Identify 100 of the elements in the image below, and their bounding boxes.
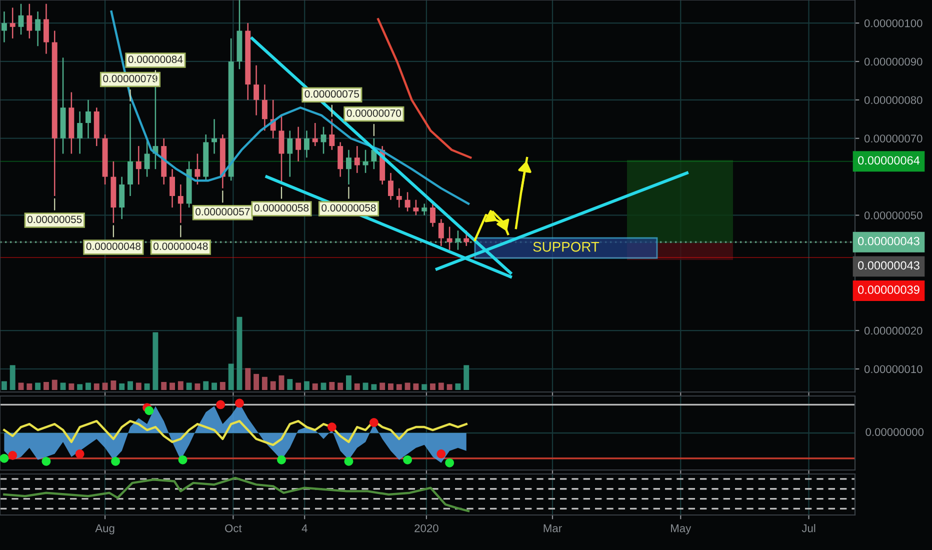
bar: [446, 384, 452, 390]
y-tick-label: 0.00000010: [864, 365, 922, 374]
x-tick-label: Jul: [802, 524, 816, 532]
bar: [236, 316, 242, 390]
bar: [362, 382, 368, 390]
point: [403, 455, 412, 464]
candlestick: [212, 118, 218, 154]
candlestick: [329, 118, 335, 151]
bar: [136, 382, 142, 390]
candlestick: [26, 3, 32, 40]
bar: [43, 382, 49, 390]
candlestick: [119, 176, 125, 220]
bar: [296, 382, 302, 390]
bar: [110, 380, 116, 390]
bar: [338, 382, 344, 390]
bar: [52, 380, 58, 390]
bar: [228, 364, 234, 390]
annotation: 0.00000058: [254, 204, 309, 212]
candlestick: [304, 130, 310, 158]
y-tick-label: 0.00000100: [864, 19, 922, 28]
annotation: 0.00000084: [128, 56, 183, 64]
bar: [422, 384, 428, 390]
candlestick: [35, 10, 41, 47]
bar: [194, 383, 200, 390]
point: [0, 454, 9, 463]
point: [144, 406, 154, 416]
bar: [152, 332, 158, 390]
ref-line-label: 0.00000064: [858, 156, 920, 165]
bar: [278, 375, 284, 390]
text: 0.00000000: [866, 428, 924, 436]
candlestick: [396, 188, 402, 208]
bar: [86, 382, 91, 390]
candlestick: [296, 126, 302, 162]
bar: [60, 382, 66, 390]
bar: [119, 383, 125, 390]
bar: [270, 381, 276, 390]
x-tick-label: Aug: [95, 524, 114, 534]
bar: [371, 384, 377, 390]
bar: [329, 382, 335, 390]
candlestick: [413, 199, 419, 216]
y-tick-label: 0.00000020: [864, 326, 922, 335]
point: [369, 418, 378, 428]
ref-line-label: 0.00000043: [858, 236, 920, 246]
bar: [170, 382, 175, 390]
annotation: 0.00000075: [304, 90, 359, 98]
point: [216, 400, 226, 410]
bar: [464, 365, 470, 390]
candlestick: [422, 203, 428, 216]
candlestick: [1, 10, 7, 43]
candlestick: [287, 130, 293, 178]
candlestick: [338, 142, 344, 178]
x-tick-label: 4: [302, 524, 308, 532]
point: [42, 456, 51, 466]
bar: [304, 381, 310, 390]
candlestick: [438, 218, 444, 247]
x-tick-label: Mar: [544, 524, 562, 532]
candlestick: [86, 99, 91, 139]
x-tick-label: Oct: [225, 524, 242, 532]
bar: [380, 382, 386, 390]
bar: [178, 381, 184, 390]
bar: [94, 383, 100, 390]
bar: [26, 383, 32, 390]
candlestick: [262, 84, 268, 132]
bar: [186, 382, 192, 390]
y-tick-label: 0.00000070: [864, 134, 922, 142]
candlestick: [170, 168, 175, 208]
bar: [220, 382, 226, 390]
bar: [312, 383, 318, 390]
ref-line-label: 0.00000043: [858, 261, 920, 270]
candlestick: [10, 7, 16, 40]
annotation: 0.00000070: [346, 109, 402, 117]
candlestick: [43, 3, 49, 54]
point: [8, 450, 18, 460]
candlestick: [388, 172, 394, 200]
annotation: 0.00000079: [103, 74, 158, 82]
point: [75, 449, 84, 458]
y-tick-label: 0.00000090: [864, 58, 922, 66]
candlestick: [446, 226, 452, 250]
point: [344, 456, 354, 466]
candlestick: [128, 103, 133, 197]
bar: [203, 381, 209, 390]
candlestick: [362, 149, 368, 174]
candlestick: [254, 64, 260, 116]
candlestick: [404, 192, 410, 212]
point: [111, 456, 120, 466]
x-tick-label: 2020: [414, 524, 438, 532]
bar: [245, 368, 251, 390]
annotation: 0.00000058: [322, 204, 376, 212]
bar: [438, 382, 444, 390]
candlestick: [18, 3, 24, 36]
bar: [320, 382, 326, 390]
bar: [77, 384, 83, 390]
bar: [396, 384, 402, 390]
point: [277, 455, 286, 464]
bar: [102, 382, 108, 390]
candlestick: [346, 149, 352, 186]
bar: [68, 383, 74, 390]
candlestick: [178, 184, 184, 224]
candlestick: [136, 145, 142, 186]
bar: [354, 383, 360, 390]
